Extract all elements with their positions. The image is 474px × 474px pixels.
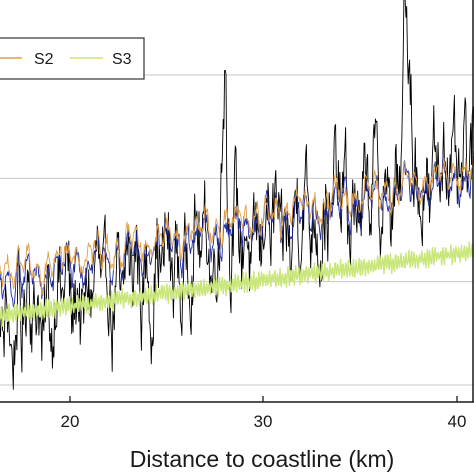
- legend: S2 S3: [0, 37, 145, 80]
- series-line-s3: [0, 241, 474, 327]
- series-group: [0, 0, 474, 390]
- legend-label-s3: S3: [112, 51, 132, 68]
- grid-lines: [0, 74, 474, 386]
- series-line-s2: [0, 154, 474, 296]
- x-tick-label-40: 40: [448, 412, 467, 431]
- x-tick-label-30: 30: [254, 412, 273, 431]
- series-line-s1: [0, 0, 474, 390]
- legend-label-s2: S2: [34, 51, 54, 68]
- x-axis-title: Distance to coastline (km): [130, 446, 395, 472]
- x-tick-label-20: 20: [61, 412, 80, 431]
- x-ticks: 20 30 40: [61, 396, 467, 431]
